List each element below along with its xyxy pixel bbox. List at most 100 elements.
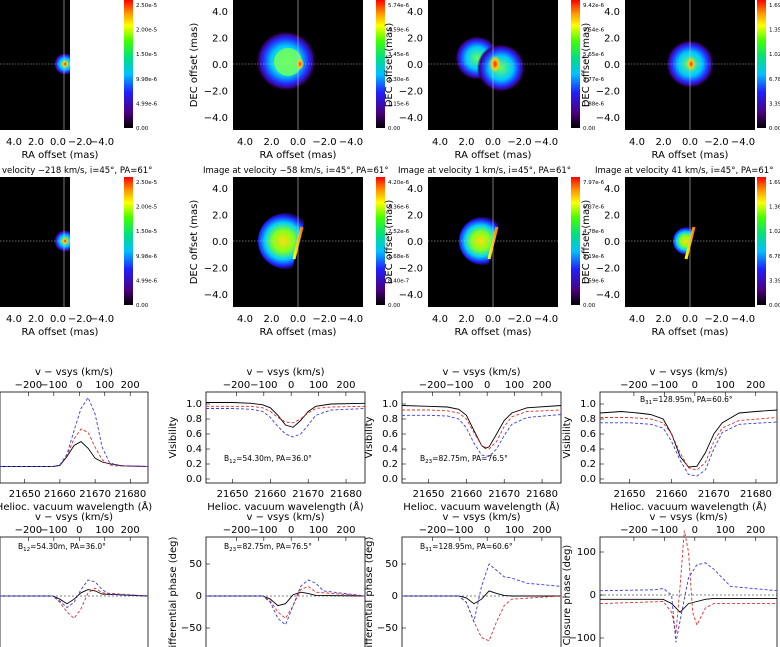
image-title: Image at velocity 1 km/s, i=45°, PA=61°	[398, 166, 571, 176]
y-axis-label: DEC offset (mas)	[189, 200, 200, 285]
phase-line	[206, 591, 366, 607]
velocity-axis-label: v − vsys (km/s)	[442, 512, 520, 523]
wavelength-tick-label: 21660	[254, 489, 286, 500]
x-tick-label: −4.0	[339, 314, 363, 325]
x-tick-label: 2.0	[264, 314, 280, 325]
colorbar-tick: 9.42e-6	[583, 3, 605, 9]
colorbar-tick: 2.00e-5	[136, 28, 158, 34]
flux-line	[0, 441, 149, 467]
colorbar-tick: 1.69e-	[769, 180, 780, 186]
y-tick-label: 4.0	[212, 7, 228, 18]
colorbar-tick: 1.69e-	[769, 3, 780, 9]
x-tick-label: 0.0	[682, 137, 698, 148]
image-title: velocity −218 km/s, i=45°, PA=61°	[2, 166, 152, 176]
image-panel: 1.69e- 1.35e- 1.02e- 6.78e- 3.39e- 0.00 4.0 2.0…	[581, 0, 780, 161]
y-tick-label: −4.0	[399, 290, 423, 301]
y-tick-label: −2.0	[204, 87, 228, 98]
velocity-tick-label: 100	[95, 525, 114, 536]
velocity-tick-label: 100	[309, 380, 328, 391]
y-tick-label: −4.0	[596, 290, 620, 301]
x-tick-label: −4.0	[90, 137, 114, 148]
phase-line	[600, 597, 777, 613]
colorbar-tick: 1.02e-	[769, 229, 780, 235]
velocity-tick-label: 0	[76, 380, 82, 391]
velocity-tick-label: −100	[250, 525, 277, 536]
y-tick-label: −4.0	[399, 113, 423, 124]
velocity-tick-label: 100	[309, 525, 328, 536]
x-tick-label: −2.0	[507, 137, 531, 148]
y-tick-label: 0.2	[186, 459, 202, 470]
colorbar-tick: 2.52e-6	[388, 229, 410, 235]
velocity-tick-label: −100	[651, 525, 678, 536]
image-panel: 5.74e-6 4.59e-6 3.45e-6 2.30e-6 1.15e-6 0.00 4…	[189, 0, 410, 161]
velocity-tick-label: −100	[250, 380, 277, 391]
image-content	[256, 31, 316, 91]
colorbar-tick: 7.54e-6	[583, 28, 605, 34]
wavelength-axis-label: Helioc. vacuum wavelength (Å)	[207, 500, 364, 513]
y-tick-label: 4.0	[212, 184, 228, 195]
y-tick-label: 50	[385, 559, 398, 570]
wavelength-tick-label: 21670	[698, 489, 730, 500]
y-axis-label: Differential phase (deg)	[364, 537, 375, 647]
colorbar-tick: 1.50e-5	[136, 229, 158, 235]
flux-line	[0, 396, 149, 467]
y-tick-label: 4.0	[407, 7, 423, 18]
colorbar-tick: 0.00	[583, 126, 596, 132]
y-tick-label: −4.0	[204, 113, 228, 124]
y-tick-label: −2.0	[596, 87, 620, 98]
velocity-tick-label: −200	[15, 525, 42, 536]
y-tick-label: −50	[181, 623, 202, 634]
wavelength-tick-label: 21680	[740, 489, 772, 500]
velocity-tick-label: 200	[121, 525, 140, 536]
visibility-line	[206, 408, 366, 438]
x-tick-label: 0.0	[682, 314, 698, 325]
y-tick-label: 0.6	[382, 429, 398, 440]
colorbar	[571, 0, 580, 128]
x-tick-label: −4.0	[339, 137, 363, 148]
visibility-line	[402, 409, 562, 450]
x-tick-label: 0.0	[290, 314, 306, 325]
y-tick-label: −4.0	[596, 113, 620, 124]
colorbar	[571, 177, 580, 305]
image-panel: 2.50e-5 2.00e-5 1.50e-5 9.98e-6 4.99e-6 0.00 v…	[0, 166, 158, 338]
phase-line	[599, 562, 778, 643]
colorbar-tick: 6.78e-	[769, 77, 780, 83]
x-axis-label: RA offset (mas)	[652, 327, 729, 338]
baseline-label: B23=82.75m, PA=76.5°	[420, 454, 508, 465]
y-tick-label: 0.2	[580, 459, 596, 470]
velocity-tick-label: −200	[223, 525, 250, 536]
y-tick-label: 0.4	[382, 444, 398, 455]
wavelength-tick-label: 21680	[526, 489, 558, 500]
baseline-label: B31=128.95m, PA=60.6°	[640, 395, 733, 406]
velocity-tick-label: 100	[716, 380, 735, 391]
y-tick-label: 0.0	[212, 60, 228, 71]
x-tick-label: −2.0	[312, 314, 336, 325]
visibility-line	[401, 405, 562, 449]
y-tick-label: 2.0	[212, 34, 228, 45]
y-tick-label: 0.6	[186, 429, 202, 440]
wavelength-tick-label: 21670	[79, 489, 111, 500]
colorbar-tick: 4.78e-6	[583, 229, 605, 235]
emission-core	[61, 60, 69, 68]
colorbar-tick: 0.00	[136, 126, 149, 132]
y-tick-label: 2.0	[407, 211, 423, 222]
x-tick-label: 0.0	[50, 137, 66, 148]
y-tick-label: 1.0	[382, 399, 398, 410]
y-tick-label: 0.0	[212, 237, 228, 248]
y-tick-label: 0.0	[580, 474, 596, 485]
velocity-tick-label: −200	[620, 525, 647, 536]
colorbar-tick: 4.20e-6	[388, 180, 410, 186]
image-content	[54, 230, 70, 252]
wavelength-tick-label: 21660	[44, 489, 76, 500]
wavelength-tick-label: 21650	[217, 489, 249, 500]
y-tick-label: 0	[392, 591, 398, 602]
velocity-tick-label: 0	[484, 525, 490, 536]
phase-line	[206, 585, 366, 620]
x-axis-label: RA offset (mas)	[455, 150, 532, 161]
x-tick-label: −2.0	[68, 137, 92, 148]
x-tick-label: 2.0	[656, 314, 672, 325]
velocity-axis-label: v − vsys (km/s)	[649, 367, 727, 378]
velocity-tick-label: 100	[716, 525, 735, 536]
velocity-tick-label: −200	[419, 380, 446, 391]
